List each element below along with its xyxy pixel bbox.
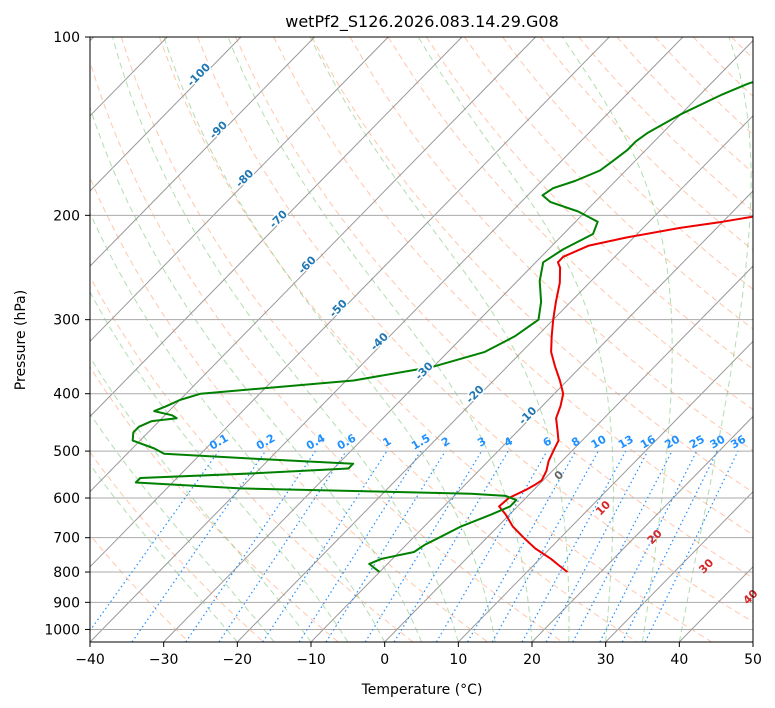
dry-adiabat (90, 451, 264, 642)
moist-adiabat (90, 290, 349, 642)
mixing-ratio-line (364, 450, 483, 642)
x-tick-label: 10 (449, 652, 467, 668)
x-tick-label: −10 (296, 652, 326, 668)
y-tick-label: 600 (53, 491, 80, 507)
mixing-ratio-line (131, 450, 266, 642)
isotherm (236, 115, 753, 642)
isotherm (90, 37, 315, 267)
x-tick-label: −30 (149, 652, 179, 668)
y-tick-label: 300 (53, 313, 80, 329)
mixing-ratio-line (545, 450, 649, 642)
y-tick-label: 400 (53, 387, 80, 403)
moist-adiabat (678, 37, 752, 642)
dry-adiabat (235, 37, 753, 579)
x-tick-label: −40 (75, 652, 105, 668)
temperature-profile (498, 215, 753, 573)
isotherm (163, 39, 753, 642)
dewpoint-profile (131, 80, 753, 573)
x-tick-label: 50 (744, 652, 762, 668)
moist-adiabat (309, 37, 570, 642)
mixing-ratio-line (466, 450, 577, 642)
profile-lines (131, 80, 753, 573)
y-axis-label: Pressure (hPa) (13, 290, 29, 390)
isotherm (384, 265, 753, 642)
x-tick-label: −20 (223, 652, 253, 668)
dry-adiabat (197, 37, 753, 623)
isotherm (90, 37, 610, 568)
x-tick-label: 40 (670, 652, 688, 668)
moist-adiabat (561, 37, 673, 642)
mixing-ratio-line (491, 450, 599, 642)
x-tick-label: 0 (380, 652, 389, 668)
mixing-ratio-line (298, 450, 422, 642)
moist-adiabat (417, 37, 614, 642)
chart-title: wetPf2_S126.2026.083.14.29.G08 (285, 12, 559, 32)
plot-frame (89, 36, 754, 643)
moist-adiabat (163, 37, 496, 642)
dry-adiabat (273, 37, 753, 536)
mixing-ratio-line (325, 450, 446, 642)
mixing-ratio-line (393, 450, 509, 642)
dry-adiabat (90, 534, 190, 642)
dry-adiabat (311, 37, 753, 493)
isotherm (90, 37, 389, 343)
mixing-ratio-line (435, 450, 548, 642)
moist-adiabat (90, 106, 422, 642)
x-axis-label: Temperature (°C) (361, 682, 483, 698)
axes: −40 −30 −20 −10 0 10 20 30 40 50 100 200 300 400 500 60… (44, 30, 762, 668)
isotherm (90, 37, 242, 192)
moist-adiabat (112, 37, 459, 642)
mixing-ratio-line (262, 450, 388, 642)
moist-adiabat (227, 37, 533, 642)
moist-adiabat (90, 463, 238, 642)
isotherm (90, 37, 463, 418)
isotherm (531, 415, 753, 642)
background-lines (90, 37, 753, 642)
isotherm (90, 37, 536, 493)
y-tick-label: 700 (53, 531, 80, 547)
x-tick-label: 30 (597, 652, 615, 668)
y-tick-label: 900 (53, 595, 80, 611)
isotherm (310, 190, 753, 642)
y-tick-label: 200 (53, 208, 80, 224)
dry-adiabat (120, 37, 638, 642)
dry-adiabat (90, 176, 488, 642)
isotherm (90, 37, 684, 642)
isotherm (605, 490, 753, 642)
y-tick-label: 100 (53, 30, 80, 46)
y-tick-label: 800 (53, 565, 80, 581)
x-tick-label: 20 (523, 652, 541, 668)
moist-adiabat (90, 211, 386, 642)
dry-adiabat (464, 37, 753, 330)
isotherm (457, 340, 753, 642)
mixing-ratio-line (644, 450, 739, 642)
y-tick-label: 500 (53, 444, 80, 460)
dry-adiabat (502, 37, 753, 290)
mixing-ratio-line (90, 450, 220, 632)
dry-adiabat (349, 37, 753, 452)
y-tick-label: 1000 (44, 622, 80, 638)
mixing-ratio-line (521, 450, 627, 642)
moist-adiabat (90, 412, 275, 642)
